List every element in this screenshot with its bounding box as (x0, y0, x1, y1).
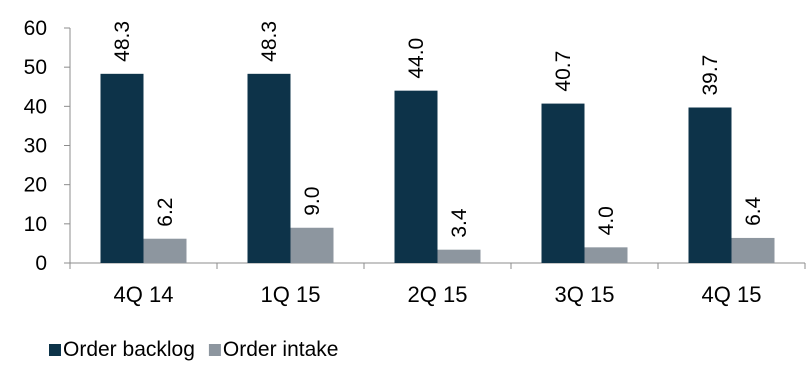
bar-order-intake (584, 247, 628, 263)
data-label: 3.4 (448, 208, 471, 238)
category-label: 2Q 15 (408, 282, 468, 307)
bar-order-backlog (247, 73, 291, 263)
data-label: 40.7 (552, 51, 575, 92)
bars (100, 73, 775, 264)
y-tick-label: 30 (24, 135, 47, 158)
legend-label: Order intake (223, 338, 339, 361)
bar-order-backlog (541, 103, 585, 263)
data-label: 9.0 (301, 187, 324, 216)
bar-order-backlog (394, 90, 438, 264)
y-tick-label: 0 (35, 252, 47, 275)
data-label: 4.0 (595, 206, 618, 235)
data-label: 6.2 (154, 198, 177, 227)
category-label: 3Q 15 (555, 282, 615, 307)
data-label: 48.3 (258, 21, 281, 62)
bar-order-intake (290, 227, 334, 263)
category-label: 4Q 15 (702, 282, 762, 307)
y-tick-label: 10 (24, 213, 47, 236)
y-tick-label: 40 (24, 95, 47, 118)
data-label: 44.0 (405, 38, 428, 79)
y-tick-label: 20 (24, 174, 47, 197)
category-label: 1Q 15 (261, 282, 321, 307)
data-label: 48.3 (111, 21, 134, 62)
bar-order-intake (437, 249, 481, 263)
legend-swatch (49, 344, 61, 356)
bar-order-backlog (688, 107, 732, 263)
legend: Order backlog Order intake (49, 338, 338, 361)
bar-order-backlog (100, 73, 144, 263)
x-axis: 4Q 14 1Q 15 2Q 15 3Q 15 4Q 15 (69, 262, 806, 307)
legend-label: Order backlog (63, 338, 195, 361)
bar-order-intake (731, 237, 775, 263)
y-tick-label: 50 (24, 56, 47, 79)
data-label: 6.4 (742, 196, 765, 226)
bar-order-intake (143, 238, 187, 263)
legend-swatch (208, 344, 221, 356)
y-tick-label: 60 (24, 17, 47, 40)
category-label: 4Q 14 (114, 282, 174, 307)
data-label: 39.7 (699, 55, 722, 96)
y-axis: 0 10 20 30 40 50 60 (24, 17, 71, 275)
data-labels: 48.3 6.2 48.3 9.0 44.0 3.4 40.7 4.0 39.7 6.4 (111, 21, 765, 238)
